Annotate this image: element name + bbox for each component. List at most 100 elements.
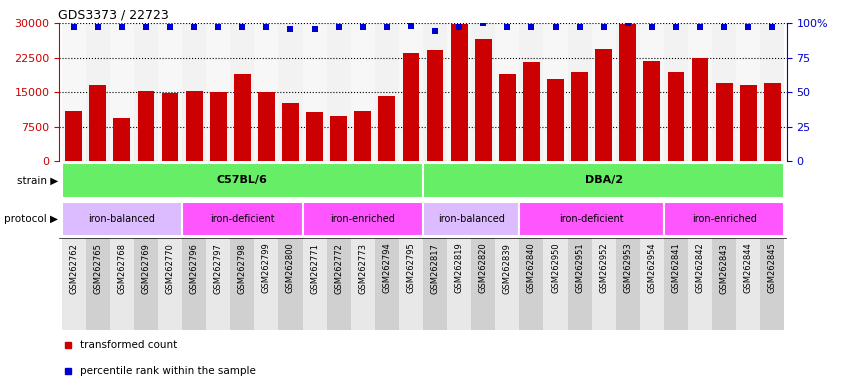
Text: GSM262795: GSM262795 — [406, 243, 415, 293]
Point — [140, 24, 153, 30]
Text: GSM262797: GSM262797 — [214, 243, 222, 293]
Bar — [258, 92, 275, 161]
Bar — [644, 61, 660, 161]
Point — [597, 24, 611, 30]
Point — [212, 24, 225, 30]
Bar — [688, 23, 712, 161]
Bar — [426, 50, 443, 161]
Text: GSM262773: GSM262773 — [358, 243, 367, 294]
Bar — [712, 23, 736, 161]
Text: GSM262842: GSM262842 — [695, 243, 705, 293]
Text: GSM262799: GSM262799 — [262, 243, 271, 293]
Point — [741, 24, 755, 30]
Text: iron-enriched: iron-enriched — [330, 214, 395, 224]
Bar — [327, 23, 351, 161]
Text: GSM262950: GSM262950 — [551, 243, 560, 293]
Text: GSM262798: GSM262798 — [238, 243, 247, 293]
Bar — [303, 23, 327, 161]
Bar — [182, 202, 303, 236]
Text: GSM262794: GSM262794 — [382, 243, 392, 293]
Point — [356, 24, 370, 30]
Text: GSM262762: GSM262762 — [69, 243, 78, 293]
Bar — [62, 23, 85, 161]
Point — [766, 24, 779, 30]
Bar — [255, 238, 278, 330]
Text: iron-balanced: iron-balanced — [89, 214, 156, 224]
Text: iron-deficient: iron-deficient — [559, 214, 624, 224]
Bar — [110, 238, 134, 330]
Text: GSM262952: GSM262952 — [599, 243, 608, 293]
Bar — [230, 238, 255, 330]
Bar — [519, 238, 543, 330]
Point — [501, 24, 514, 30]
Bar — [85, 23, 110, 161]
Text: GSM262796: GSM262796 — [190, 243, 199, 293]
Bar — [375, 238, 399, 330]
Bar — [399, 238, 423, 330]
Bar — [447, 23, 471, 161]
Bar — [351, 238, 375, 330]
Bar — [162, 93, 179, 161]
Bar — [303, 202, 423, 236]
Bar — [471, 23, 495, 161]
Point — [428, 28, 442, 35]
Bar — [206, 23, 230, 161]
Text: GSM262819: GSM262819 — [454, 243, 464, 293]
Bar — [616, 238, 640, 330]
Bar — [495, 23, 519, 161]
Bar — [664, 202, 784, 236]
Text: iron-deficient: iron-deficient — [210, 214, 275, 224]
Bar — [327, 238, 351, 330]
Point — [308, 25, 321, 31]
Bar — [619, 23, 636, 161]
Text: percentile rank within the sample: percentile rank within the sample — [80, 366, 256, 376]
Point — [163, 24, 177, 30]
Text: GSM262800: GSM262800 — [286, 243, 295, 293]
Bar — [233, 74, 250, 161]
Bar — [664, 238, 688, 330]
Text: GSM262954: GSM262954 — [647, 243, 656, 293]
Point — [67, 24, 80, 30]
Bar — [475, 39, 492, 161]
Bar — [640, 23, 664, 161]
Text: GSM262844: GSM262844 — [744, 243, 753, 293]
Point — [380, 24, 393, 30]
Bar — [543, 238, 568, 330]
Bar — [736, 23, 761, 161]
Bar — [399, 23, 423, 161]
Bar — [616, 23, 640, 161]
Bar — [85, 238, 110, 330]
Text: GSM262841: GSM262841 — [672, 243, 680, 293]
Bar — [210, 92, 227, 161]
Bar — [62, 202, 182, 236]
Point — [453, 24, 466, 30]
Bar — [692, 58, 708, 161]
Bar — [640, 238, 664, 330]
Point — [235, 24, 249, 30]
Bar — [110, 23, 134, 161]
Bar — [62, 238, 85, 330]
Text: GSM262772: GSM262772 — [334, 243, 343, 293]
Text: GSM262843: GSM262843 — [720, 243, 728, 293]
Text: GSM262845: GSM262845 — [768, 243, 777, 293]
Bar — [591, 238, 616, 330]
Bar — [278, 238, 303, 330]
Point — [717, 24, 731, 30]
Text: GSM262817: GSM262817 — [431, 243, 440, 293]
Point — [669, 24, 683, 30]
Bar — [230, 23, 255, 161]
Bar — [158, 238, 182, 330]
Bar — [523, 62, 540, 161]
Text: GSM262771: GSM262771 — [310, 243, 319, 293]
Point — [693, 24, 706, 30]
Bar — [596, 49, 613, 161]
Text: GSM262840: GSM262840 — [527, 243, 536, 293]
Point — [549, 24, 563, 30]
Bar — [664, 23, 688, 161]
Bar — [591, 23, 616, 161]
Point — [476, 20, 490, 26]
Point — [645, 24, 659, 30]
Bar — [182, 23, 206, 161]
Bar — [306, 112, 323, 161]
Bar — [351, 23, 375, 161]
